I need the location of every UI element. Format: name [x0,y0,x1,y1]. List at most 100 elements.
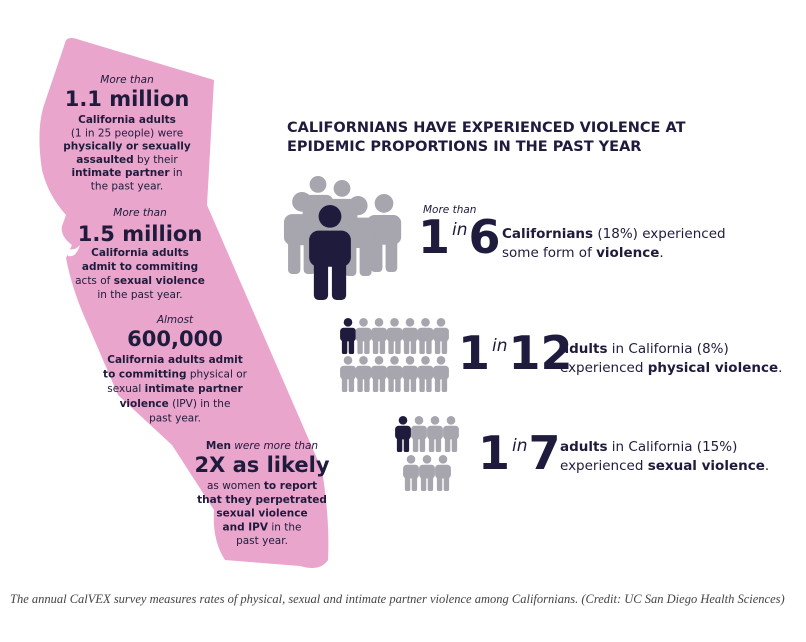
person-head [318,205,342,228]
person-leg [451,435,458,452]
text-line: adults in California (15%) [560,439,737,455]
text: past year. [236,535,288,547]
person-head [398,416,408,425]
person-head [421,356,430,365]
text: . [765,458,769,474]
ratio-denominator: 12 [509,326,573,380]
title: EPIDEMIC PROPORTIONS IN THE PAST YEAR [287,139,641,155]
text: More than [113,207,166,219]
text-line: Californians (18%) experienced [502,226,726,242]
person-leg [411,474,418,491]
text-line: and IPV in the [223,521,302,533]
person-head [436,318,446,327]
person-head [390,356,399,365]
text-line: Men were more than [206,440,318,452]
text: . [778,360,782,376]
person-leg [441,375,448,392]
bold-text: California adults [91,247,189,259]
person-leg [396,435,403,452]
person-head [405,356,415,365]
ratio-denominator: 7 [529,426,561,480]
ratio-numerator: 1 [478,426,510,480]
bold-text: violence [120,398,169,410]
ratio-in: in [492,336,508,356]
text: experienced [560,458,648,474]
person-leg [410,375,417,392]
text-line: (1 in 25 people) were [71,127,183,139]
text-line: violence (IPV) in the [120,398,231,410]
person-leg [357,337,363,354]
person-head [359,356,368,365]
ratio-in: in [452,220,468,240]
text-line: sexual violence [216,508,307,520]
text-line: assaulted by their [76,154,178,166]
person-leg [444,435,451,452]
bold-text: intimate partner [71,167,170,179]
text: Almost [156,314,194,326]
person-leg [443,474,450,491]
person-leg [426,337,432,354]
bold-text: adults [560,341,608,357]
person-leg [388,375,394,392]
person-leg [370,236,383,272]
person-head [422,455,432,464]
bold-text: to committing [103,369,186,381]
text: (IPV) in the [169,398,231,410]
person-leg [372,337,379,354]
person-leg [395,375,401,392]
person-leg [412,435,419,452]
text-line: to committing physical or [103,369,248,381]
text-line: some form of violence. [502,245,664,261]
person-leg [288,237,301,274]
person-leg [379,375,386,392]
person-leg [385,236,398,272]
person-leg [395,337,401,354]
bold-text: that they perpetrated [197,494,327,506]
text-line: physically or sexually [63,141,191,153]
person-head [333,180,351,197]
text-line: California adults admit [107,354,243,366]
bold-text: California adults admit [107,354,243,366]
text: the past year. [91,181,163,193]
bold-text: sexual violence [216,508,307,520]
text: physical or [186,369,247,381]
person-head [309,176,327,193]
text: in [170,167,183,179]
person-leg [427,474,434,491]
person-leg [341,337,348,354]
person-head [406,455,416,464]
ratio-numerator: 1 [458,326,490,380]
person-leg [435,435,442,452]
bold-text: sexual violence [648,458,765,474]
text-line: acts of sexual violence [75,275,205,287]
text-line: adults in California (8%) [560,341,729,357]
person-head [436,356,446,365]
person-leg [419,337,425,354]
person-head [343,318,353,327]
text: acts of [75,275,114,287]
text-line: past year. [149,412,201,424]
text-line: experienced sexual violence. [560,458,769,474]
text: More than [100,74,153,86]
headline: 1.1 million [65,87,190,111]
text-line: California adults [78,114,176,126]
text: in California (15%) [608,439,738,455]
caption: The annual CalVEX survey measures rates … [10,592,785,606]
ratio: 1 in7 [478,426,561,480]
person-head [359,318,368,327]
text: as women [207,480,264,492]
person-leg [404,474,411,491]
text: (1 in 25 people) were [71,127,183,139]
headline: 2X as likely [194,453,329,477]
bay-notch [66,245,80,257]
person-head [438,455,448,464]
person-head [374,318,384,327]
bold-text: California adults [78,114,176,126]
headline: 600,000 [127,327,223,351]
bold-text: violence [596,245,659,261]
person-head [374,194,394,213]
text: past year. [149,412,201,424]
person-leg [341,375,348,392]
person-head [374,356,384,365]
person-leg [434,375,441,392]
